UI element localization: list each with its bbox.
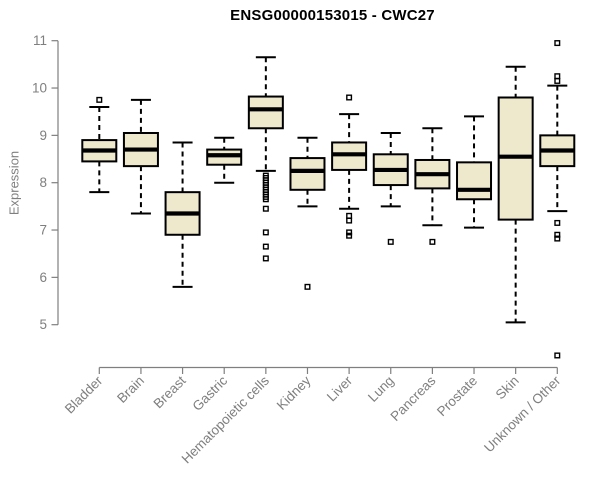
outlier-point (554, 352, 561, 359)
x-tick-label-lung: Lung (365, 373, 397, 405)
box-gastric (206, 136, 243, 184)
iqr-box (456, 161, 493, 201)
y-tick-label: 8 (39, 175, 47, 190)
y-tick-label: 9 (39, 128, 47, 143)
outlier-point (262, 205, 269, 212)
x-tick-label-liver: Liver (324, 373, 356, 405)
box-breast (164, 141, 201, 288)
outlier-point (346, 229, 353, 236)
x-tick-label-skin: Skin (493, 373, 522, 402)
box-liver (331, 94, 368, 239)
x-tick-label-gastric: Gastric (189, 373, 230, 414)
outlier-point (554, 77, 561, 84)
chart-title: ENSG00000153015 - CWC27 (230, 7, 435, 24)
outlier-point (262, 196, 269, 203)
outlier-point (429, 238, 436, 245)
x-tick-label-kidney: Kidney (274, 373, 314, 413)
outlier-point (554, 219, 561, 226)
y-tick-label: 6 (39, 270, 47, 285)
outlier-point (262, 243, 269, 250)
outlier-point (262, 229, 269, 236)
outlier-point (387, 238, 394, 245)
box-hematopoietic-cells (247, 56, 284, 262)
box-skin (497, 65, 534, 324)
x-tick-label-pancreas: Pancreas (388, 373, 439, 424)
outlier-point (554, 235, 561, 242)
box-unknown-other (539, 40, 576, 359)
y-tick-label: 11 (33, 33, 47, 48)
x-tick-label-brain: Brain (114, 373, 147, 406)
outlier-point (554, 40, 561, 47)
box-lung (372, 131, 409, 245)
outlier-point (346, 232, 353, 239)
outlier-point (554, 73, 561, 80)
x-tick-label-unknown-other: Unknown / Other (481, 373, 564, 456)
outlier-point (304, 283, 311, 290)
y-tick-label: 5 (39, 317, 47, 332)
y-tick-label: 7 (39, 223, 47, 238)
box-bladder (81, 96, 118, 194)
outlier-point (346, 212, 353, 219)
iqr-box (289, 157, 326, 191)
box-brain (122, 98, 159, 215)
y-tick-label: 10 (32, 81, 47, 96)
box-prostate (456, 115, 493, 229)
outlier-point (346, 217, 353, 224)
box-pancreas (414, 127, 451, 245)
y-axis: 5 6 7 8 9 10 11 (32, 33, 59, 332)
iqr-box (247, 95, 284, 130)
outlier-point (262, 255, 269, 262)
outlier-point (554, 231, 561, 238)
outlier-point (346, 94, 353, 101)
x-tick-label-prostate: Prostate (434, 373, 480, 419)
outlier-point (96, 96, 103, 103)
x-tick-label-breast: Breast (150, 373, 188, 411)
x-tick-label-bladder: Bladder (62, 373, 106, 417)
box-kidney (289, 136, 326, 290)
